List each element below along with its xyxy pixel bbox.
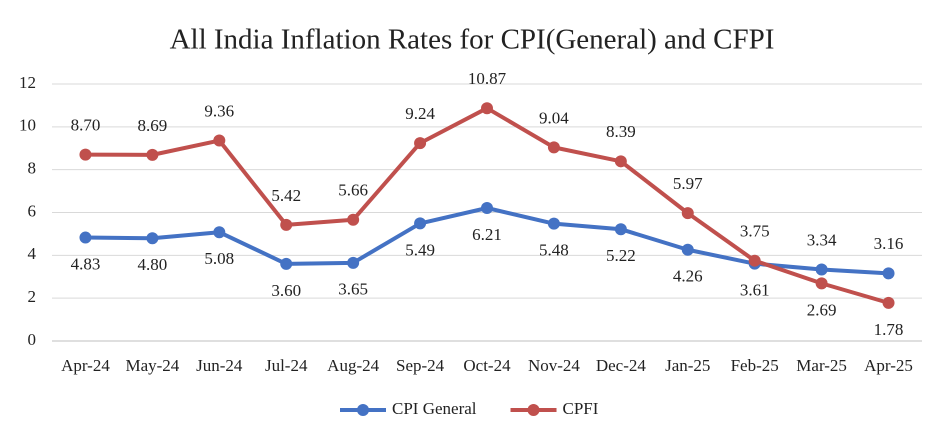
point (280, 218, 293, 231)
data-label: 9.24 (405, 104, 435, 123)
data-label: 4.26 (673, 267, 703, 286)
x-tick-label: Jun-24 (196, 356, 243, 375)
legend-label: CPFI (563, 399, 599, 418)
data-label: 3.34 (807, 230, 837, 249)
y-tick-label: 0 (28, 330, 37, 349)
point (815, 263, 828, 276)
data-label: 9.04 (539, 108, 569, 127)
point (882, 296, 895, 309)
data-label: 8.39 (606, 122, 636, 141)
point (481, 102, 493, 115)
y-tick-label: 12 (19, 73, 36, 92)
x-tick-label: Dec-24 (596, 356, 647, 375)
point (280, 257, 293, 270)
x-tick-label: Aug-24 (327, 356, 379, 375)
x-tick-label: Apr-25 (864, 356, 913, 375)
point (547, 141, 560, 154)
data-label: 4.80 (138, 255, 168, 274)
point (414, 137, 427, 150)
point (79, 148, 92, 161)
x-tick-label: Jan-25 (665, 356, 710, 375)
data-label: 5.49 (405, 240, 435, 259)
y-tick-label: 8 (28, 159, 37, 178)
point (681, 243, 694, 256)
x-tick-label: Feb-25 (731, 356, 779, 375)
data-label: 10.87 (468, 69, 507, 88)
y-tick-label: 10 (19, 116, 36, 135)
data-label: 9.36 (204, 101, 234, 120)
legend-marker (527, 404, 540, 416)
point (815, 277, 828, 290)
data-label: 5.42 (271, 186, 301, 205)
data-label: 4.83 (71, 254, 101, 273)
data-label: 8.70 (71, 116, 101, 135)
data-label: 3.16 (874, 234, 904, 253)
point (748, 254, 761, 267)
chart-title: All India Inflation Rates for CPI(Genera… (170, 24, 775, 56)
x-tick-label: Apr-24 (61, 356, 110, 375)
point (614, 223, 627, 236)
data-label: 5.22 (606, 246, 636, 265)
x-tick-label: Jul-24 (265, 356, 308, 375)
legend-label: CPI General (392, 399, 477, 418)
point (614, 155, 627, 168)
point (547, 217, 560, 230)
data-label: 3.75 (740, 222, 770, 241)
x-tick-label: Oct-24 (463, 356, 511, 375)
point (347, 213, 360, 226)
point (481, 202, 493, 215)
data-label: 8.69 (138, 116, 168, 135)
data-label: 5.66 (338, 181, 368, 200)
point (681, 207, 694, 220)
x-tick-label: Mar-25 (796, 356, 847, 375)
y-tick-label: 6 (28, 201, 37, 220)
data-label: 5.97 (673, 174, 703, 193)
data-label: 1.78 (874, 320, 904, 339)
data-label: 6.21 (472, 225, 502, 244)
data-label: 2.69 (807, 300, 837, 319)
point (79, 231, 92, 244)
point (213, 134, 226, 147)
point (414, 217, 427, 230)
data-label: 5.08 (204, 249, 234, 268)
data-label: 3.60 (271, 281, 301, 300)
data-label: 3.61 (740, 281, 770, 300)
data-label: 3.65 (338, 280, 368, 299)
point (347, 256, 360, 269)
y-tick-label: 4 (28, 244, 37, 263)
legend-marker (357, 404, 369, 416)
point (146, 148, 159, 161)
x-tick-label: Nov-24 (528, 356, 580, 375)
point (882, 267, 895, 280)
point (146, 232, 159, 245)
data-label: 5.48 (539, 241, 569, 260)
x-tick-label: Sep-24 (396, 356, 445, 375)
y-tick-label: 2 (28, 287, 37, 306)
point (213, 226, 226, 239)
x-tick-label: May-24 (125, 356, 179, 375)
